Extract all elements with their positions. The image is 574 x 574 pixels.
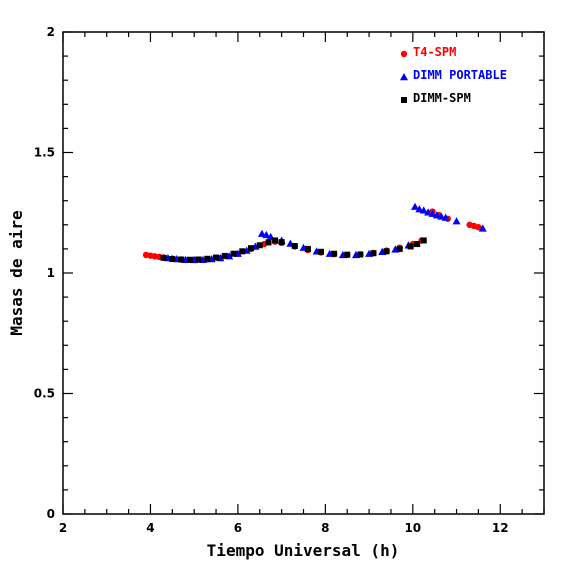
data-point	[304, 245, 311, 252]
data-point	[331, 250, 338, 257]
data-point	[195, 256, 202, 263]
data-point	[411, 202, 420, 210]
x-tick-label: 6	[234, 521, 242, 535]
y-tick-label: 0	[47, 507, 55, 521]
series-dimm-spm	[160, 237, 427, 263]
x-tick-label: 2	[59, 521, 67, 535]
data-point	[396, 245, 403, 252]
data-point	[239, 248, 246, 255]
data-point	[428, 209, 437, 217]
data-points	[142, 202, 487, 264]
data-point	[278, 239, 285, 246]
data-point	[432, 211, 441, 219]
x-tick-label: 4	[146, 521, 154, 535]
data-point	[441, 213, 450, 221]
data-point	[248, 245, 255, 252]
data-point	[344, 251, 351, 258]
data-point	[169, 256, 176, 263]
data-point	[186, 256, 193, 263]
data-point	[452, 217, 461, 225]
y-tick-label: 0.5	[34, 387, 55, 401]
data-point	[383, 248, 390, 255]
legend: T4-SPM DIMM PORTABLE DIMM-SPM	[400, 45, 507, 105]
data-point	[478, 224, 487, 232]
data-point	[370, 250, 377, 257]
data-point	[204, 255, 211, 262]
data-point	[420, 237, 427, 244]
data-point	[291, 243, 298, 250]
y-tick-label: 1	[47, 266, 55, 280]
y-tick-label: 2	[47, 25, 55, 39]
legend-label: T4-SPM	[413, 45, 456, 59]
data-point	[419, 206, 428, 214]
data-point	[414, 241, 421, 248]
data-point	[272, 237, 279, 244]
data-point	[213, 254, 220, 261]
x-tick-label: 12	[492, 521, 509, 535]
legend-marker	[401, 97, 407, 103]
legend-label: DIMM PORTABLE	[413, 68, 507, 82]
x-axis-title: Tiempo Universal (h)	[207, 541, 400, 560]
y-tick-label: 1.5	[34, 146, 55, 160]
y-axis-title: Masas de aire	[7, 210, 26, 335]
x-axis-ticks: 2 4 6 8 10 12	[59, 521, 509, 535]
data-point	[178, 256, 185, 263]
plot-frame	[62, 31, 545, 515]
data-point	[221, 252, 228, 259]
data-point	[407, 243, 414, 250]
minor-ticks	[62, 31, 545, 515]
data-point	[256, 242, 263, 249]
data-point	[357, 251, 364, 258]
data-point	[160, 254, 167, 261]
data-point	[317, 248, 324, 255]
data-point	[262, 230, 271, 239]
data-point	[265, 239, 272, 246]
legend-marker	[400, 73, 408, 81]
data-point	[437, 212, 446, 220]
series-dimm-portable	[163, 202, 487, 264]
legend-marker	[400, 50, 408, 58]
y-axis-ticks: 0 0.5 1 1.5 2	[34, 25, 55, 521]
x-tick-label: 8	[321, 521, 329, 535]
data-point	[475, 224, 482, 231]
data-point	[257, 229, 266, 237]
legend-label: DIMM-SPM	[413, 91, 471, 105]
data-point	[230, 250, 237, 257]
data-point	[415, 205, 424, 213]
x-tick-label: 10	[404, 521, 421, 535]
data-point	[424, 208, 433, 216]
